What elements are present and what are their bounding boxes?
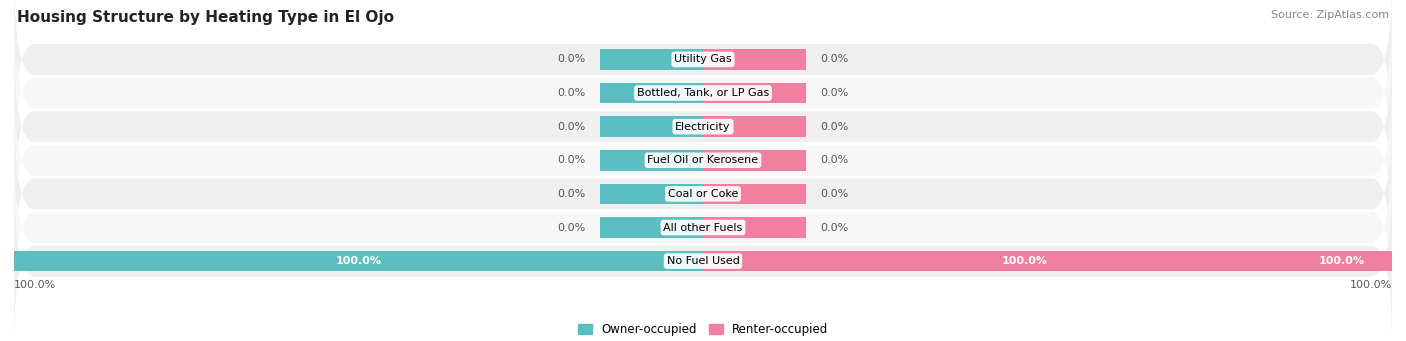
Text: Coal or Coke: Coal or Coke bbox=[668, 189, 738, 199]
Text: 0.0%: 0.0% bbox=[558, 88, 586, 98]
FancyBboxPatch shape bbox=[14, 142, 1392, 313]
Text: 0.0%: 0.0% bbox=[558, 155, 586, 165]
Text: 100.0%: 100.0% bbox=[1350, 280, 1392, 290]
Bar bbox=[703, 183, 807, 204]
Text: Bottled, Tank, or LP Gas: Bottled, Tank, or LP Gas bbox=[637, 88, 769, 98]
FancyBboxPatch shape bbox=[14, 0, 1392, 145]
Text: 0.0%: 0.0% bbox=[558, 189, 586, 199]
Legend: Owner-occupied, Renter-occupied: Owner-occupied, Renter-occupied bbox=[572, 318, 834, 341]
Bar bbox=[599, 49, 703, 70]
Text: 0.0%: 0.0% bbox=[820, 122, 848, 132]
FancyBboxPatch shape bbox=[14, 41, 1392, 212]
Text: 0.0%: 0.0% bbox=[820, 223, 848, 233]
Text: 100.0%: 100.0% bbox=[14, 280, 56, 290]
Bar bbox=[599, 116, 703, 137]
Text: 0.0%: 0.0% bbox=[820, 189, 848, 199]
Bar bbox=[703, 49, 807, 70]
Text: Fuel Oil or Kerosene: Fuel Oil or Kerosene bbox=[647, 155, 759, 165]
Text: 0.0%: 0.0% bbox=[820, 88, 848, 98]
FancyBboxPatch shape bbox=[14, 108, 1392, 279]
Text: 100.0%: 100.0% bbox=[336, 256, 381, 266]
Bar bbox=[703, 83, 807, 103]
Text: Utility Gas: Utility Gas bbox=[675, 55, 731, 64]
Text: 0.0%: 0.0% bbox=[820, 155, 848, 165]
Text: 0.0%: 0.0% bbox=[820, 55, 848, 64]
Bar bbox=[14, 251, 703, 271]
FancyBboxPatch shape bbox=[14, 8, 1392, 178]
Text: Electricity: Electricity bbox=[675, 122, 731, 132]
Text: Housing Structure by Heating Type in El Ojo: Housing Structure by Heating Type in El … bbox=[17, 10, 394, 25]
FancyBboxPatch shape bbox=[14, 176, 1392, 341]
Bar bbox=[599, 150, 703, 170]
Text: Source: ZipAtlas.com: Source: ZipAtlas.com bbox=[1271, 10, 1389, 20]
Text: 0.0%: 0.0% bbox=[558, 122, 586, 132]
Text: All other Fuels: All other Fuels bbox=[664, 223, 742, 233]
Bar bbox=[703, 150, 807, 170]
Bar bbox=[599, 183, 703, 204]
Bar bbox=[599, 217, 703, 238]
Text: 0.0%: 0.0% bbox=[558, 223, 586, 233]
FancyBboxPatch shape bbox=[14, 75, 1392, 246]
Text: 100.0%: 100.0% bbox=[1001, 256, 1047, 266]
Bar bbox=[703, 116, 807, 137]
Bar bbox=[703, 217, 807, 238]
Bar bbox=[599, 83, 703, 103]
Text: 0.0%: 0.0% bbox=[558, 55, 586, 64]
Text: 100.0%: 100.0% bbox=[1319, 256, 1364, 266]
Bar bbox=[703, 251, 1392, 271]
Text: No Fuel Used: No Fuel Used bbox=[666, 256, 740, 266]
